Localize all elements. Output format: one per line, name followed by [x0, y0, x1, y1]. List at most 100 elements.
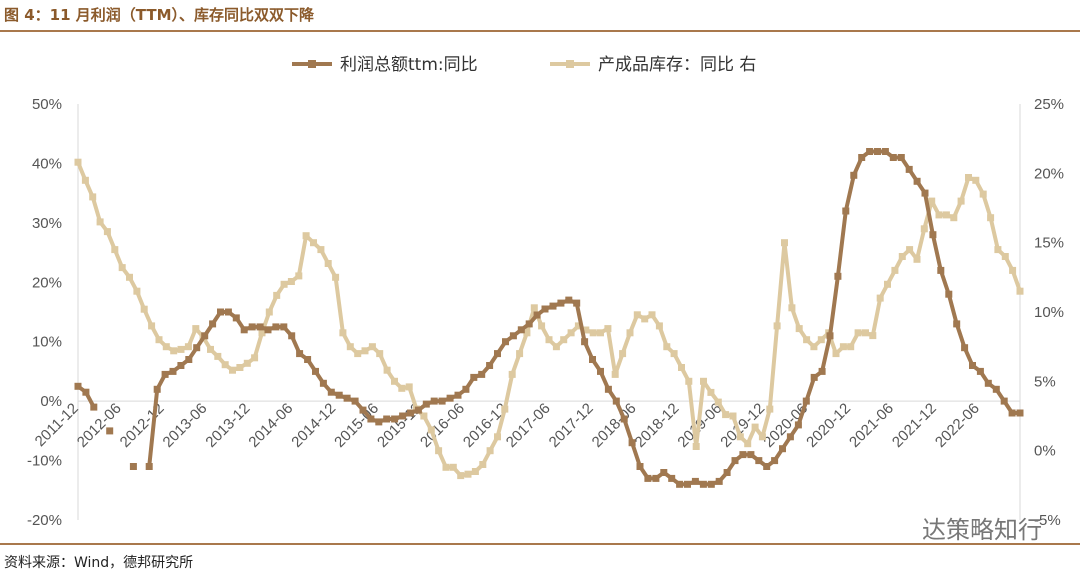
profit-series-point: [834, 272, 842, 280]
inventory-series-point: [597, 329, 604, 337]
inventory-series-point: [324, 260, 332, 267]
profit-series-point: [272, 323, 280, 331]
profit-series-point: [517, 326, 525, 334]
inventory-series-point: [803, 336, 811, 344]
legend-inventory-marker: [566, 60, 574, 68]
profit-series-point: [644, 474, 652, 482]
inventory-series-point: [633, 311, 641, 319]
profit-series-point: [881, 148, 889, 155]
inventory-series-point: [552, 343, 560, 351]
inventory-series-point: [589, 329, 597, 337]
inventory-series-point: [1001, 253, 1009, 260]
inventory-series-point: [898, 253, 906, 260]
profit-series-point: [304, 356, 312, 363]
inventory-series-point: [832, 350, 840, 358]
legend-inventory-label: 产成品库存：同比 右: [598, 55, 756, 75]
profit-series-point: [90, 403, 98, 411]
profit-series-point: [462, 385, 470, 393]
profit-series-point: [391, 415, 399, 423]
watermark: 达策略知行: [922, 516, 1042, 544]
profit-series-point: [810, 373, 818, 381]
profit-series-point: [256, 323, 264, 331]
inventory-series-point: [435, 447, 443, 455]
profit-series-point: [414, 406, 422, 414]
profit-series-point: [723, 469, 731, 476]
inventory-series-point: [692, 443, 700, 450]
profit-series-point: [913, 177, 921, 185]
inventory-series-point: [89, 193, 97, 201]
profit-series-point: [430, 397, 438, 405]
profit-series-point: [161, 370, 169, 378]
inventory-series-point: [891, 266, 899, 274]
profit-series-point: [359, 406, 367, 414]
inventory-series-point: [942, 211, 950, 219]
inventory-series-point: [184, 343, 192, 351]
left-tick-label: -20%: [27, 512, 62, 529]
inventory-series-point: [906, 246, 914, 254]
left-tick-label: 0%: [40, 393, 62, 410]
inventory-series-point: [744, 440, 752, 448]
inventory-series-point: [516, 350, 524, 358]
right-tick-label: 20%: [1034, 165, 1064, 182]
inventory-series-point: [714, 398, 722, 406]
x-tick-label: 2012-12: [117, 400, 168, 451]
plot-area: [74, 148, 1024, 488]
inventory-series-point: [361, 347, 369, 355]
profit-series-point: [454, 391, 462, 399]
profit-series-point: [889, 154, 897, 161]
legend-profit-label: 利润总额ttm:同比: [340, 55, 478, 75]
profit-series-point: [636, 463, 644, 470]
inventory-series-point: [368, 343, 376, 351]
inventory-series-point: [641, 315, 649, 323]
inventory-series-point: [398, 384, 406, 392]
inventory-series-point: [207, 345, 214, 353]
inventory-series-point: [243, 359, 251, 367]
inventory-series-point: [486, 447, 494, 455]
inventory-series-point: [950, 214, 958, 222]
inventory-series-point: [442, 463, 450, 471]
profit-series-point: [209, 320, 217, 328]
x-tick-label: 2020-12: [803, 400, 854, 451]
inventory-series-point: [655, 322, 663, 330]
profit-series-point: [375, 418, 383, 426]
inventory-series-point: [391, 377, 398, 385]
inventory-series-point: [332, 273, 340, 281]
inventory-series-point: [140, 305, 148, 313]
profit-series-point: [676, 480, 684, 488]
inventory-series-point: [310, 239, 317, 247]
profit-series-point: [755, 457, 763, 465]
profit-series-point: [264, 326, 272, 334]
inventory-series-point: [479, 461, 487, 468]
inventory-series-point: [177, 345, 185, 353]
inventory-series-point: [567, 329, 575, 337]
inventory-series-point: [839, 343, 847, 351]
profit-series-point: [652, 474, 660, 482]
profit-series-point: [312, 367, 319, 375]
profit-series-point: [945, 290, 953, 298]
inventory-series-point: [582, 326, 590, 334]
inventory-series-point: [427, 426, 435, 434]
profit-series-point: [581, 338, 589, 346]
profit-series-point: [707, 480, 715, 488]
inventory-series-point: [523, 329, 531, 337]
inventory-series-point: [287, 278, 295, 285]
profit-series-point: [660, 469, 668, 476]
inventory-series-point: [560, 336, 568, 344]
inventory-series-point: [788, 304, 796, 312]
profit-series-point: [612, 397, 620, 405]
x-tick-label: 2013-12: [202, 400, 253, 451]
profit-series-point: [620, 415, 628, 423]
inventory-series-point: [302, 232, 310, 240]
x-tick-label: 2012-06: [74, 400, 125, 451]
inventory-series-point: [663, 343, 671, 351]
inventory-series-point: [619, 350, 627, 358]
x-tick-label: 2017-12: [546, 400, 597, 451]
right-tick-label: 15%: [1034, 235, 1064, 252]
inventory-series-point: [236, 364, 244, 371]
profit-series-point: [201, 332, 209, 340]
profit-series-point: [525, 320, 533, 328]
profit-series-point: [335, 391, 343, 399]
profit-series-point: [866, 148, 874, 155]
inventory-series-point: [1009, 266, 1017, 274]
